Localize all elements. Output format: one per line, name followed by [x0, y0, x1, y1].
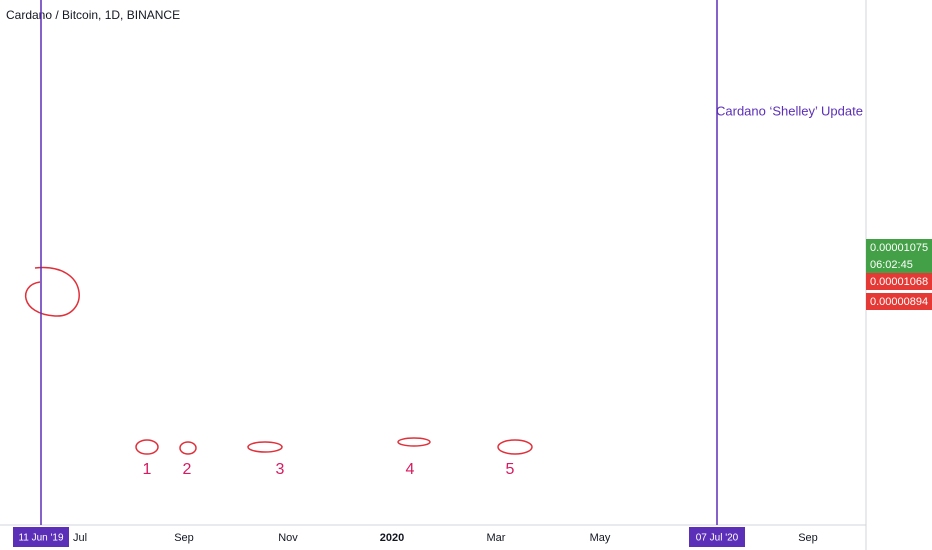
date-label-box: [13, 527, 69, 547]
x-tick-label: May: [590, 532, 611, 544]
annotation: Cardano ‘Shelley’ Update: [716, 103, 863, 118]
hand-drawn-circles: [24, 266, 533, 455]
x-tick-label: Sep: [798, 532, 818, 544]
price-label-box: [866, 239, 932, 256]
x-tick-label: 07 Jul '20: [696, 533, 739, 544]
x-tick-label: Mar: [487, 532, 506, 544]
x-tick-label: 2020: [380, 532, 404, 544]
x-tick-label: Sep: [174, 532, 194, 544]
chart-title: Cardano / Bitcoin, 1D, BINANCE: [6, 8, 180, 22]
circle: [497, 439, 533, 455]
marker-label: 5: [506, 461, 515, 478]
marker-label: 1: [143, 461, 152, 478]
marker-label: 3: [276, 461, 285, 478]
date-label-box: [689, 527, 745, 547]
x-tick-label: 11 Jun '19: [18, 533, 64, 544]
x-tick-label: Jul: [73, 532, 87, 544]
circle: [179, 441, 197, 455]
circle: [247, 441, 283, 453]
circle: [397, 437, 431, 447]
price-label: 0.00001075: [870, 242, 928, 254]
price-label: 0.00000894: [870, 296, 928, 308]
marker-label: 4: [406, 461, 415, 478]
price-label-box: [866, 293, 932, 310]
x-tick-label: Nov: [278, 532, 298, 544]
circle: [135, 439, 159, 455]
circle: [24, 266, 80, 317]
price-label: 0.00001068: [870, 276, 928, 288]
price-label-box: [866, 256, 932, 273]
marker-label: 2: [183, 461, 192, 478]
price-label: 06:02:45: [870, 259, 913, 271]
price-label-box: [866, 273, 932, 290]
